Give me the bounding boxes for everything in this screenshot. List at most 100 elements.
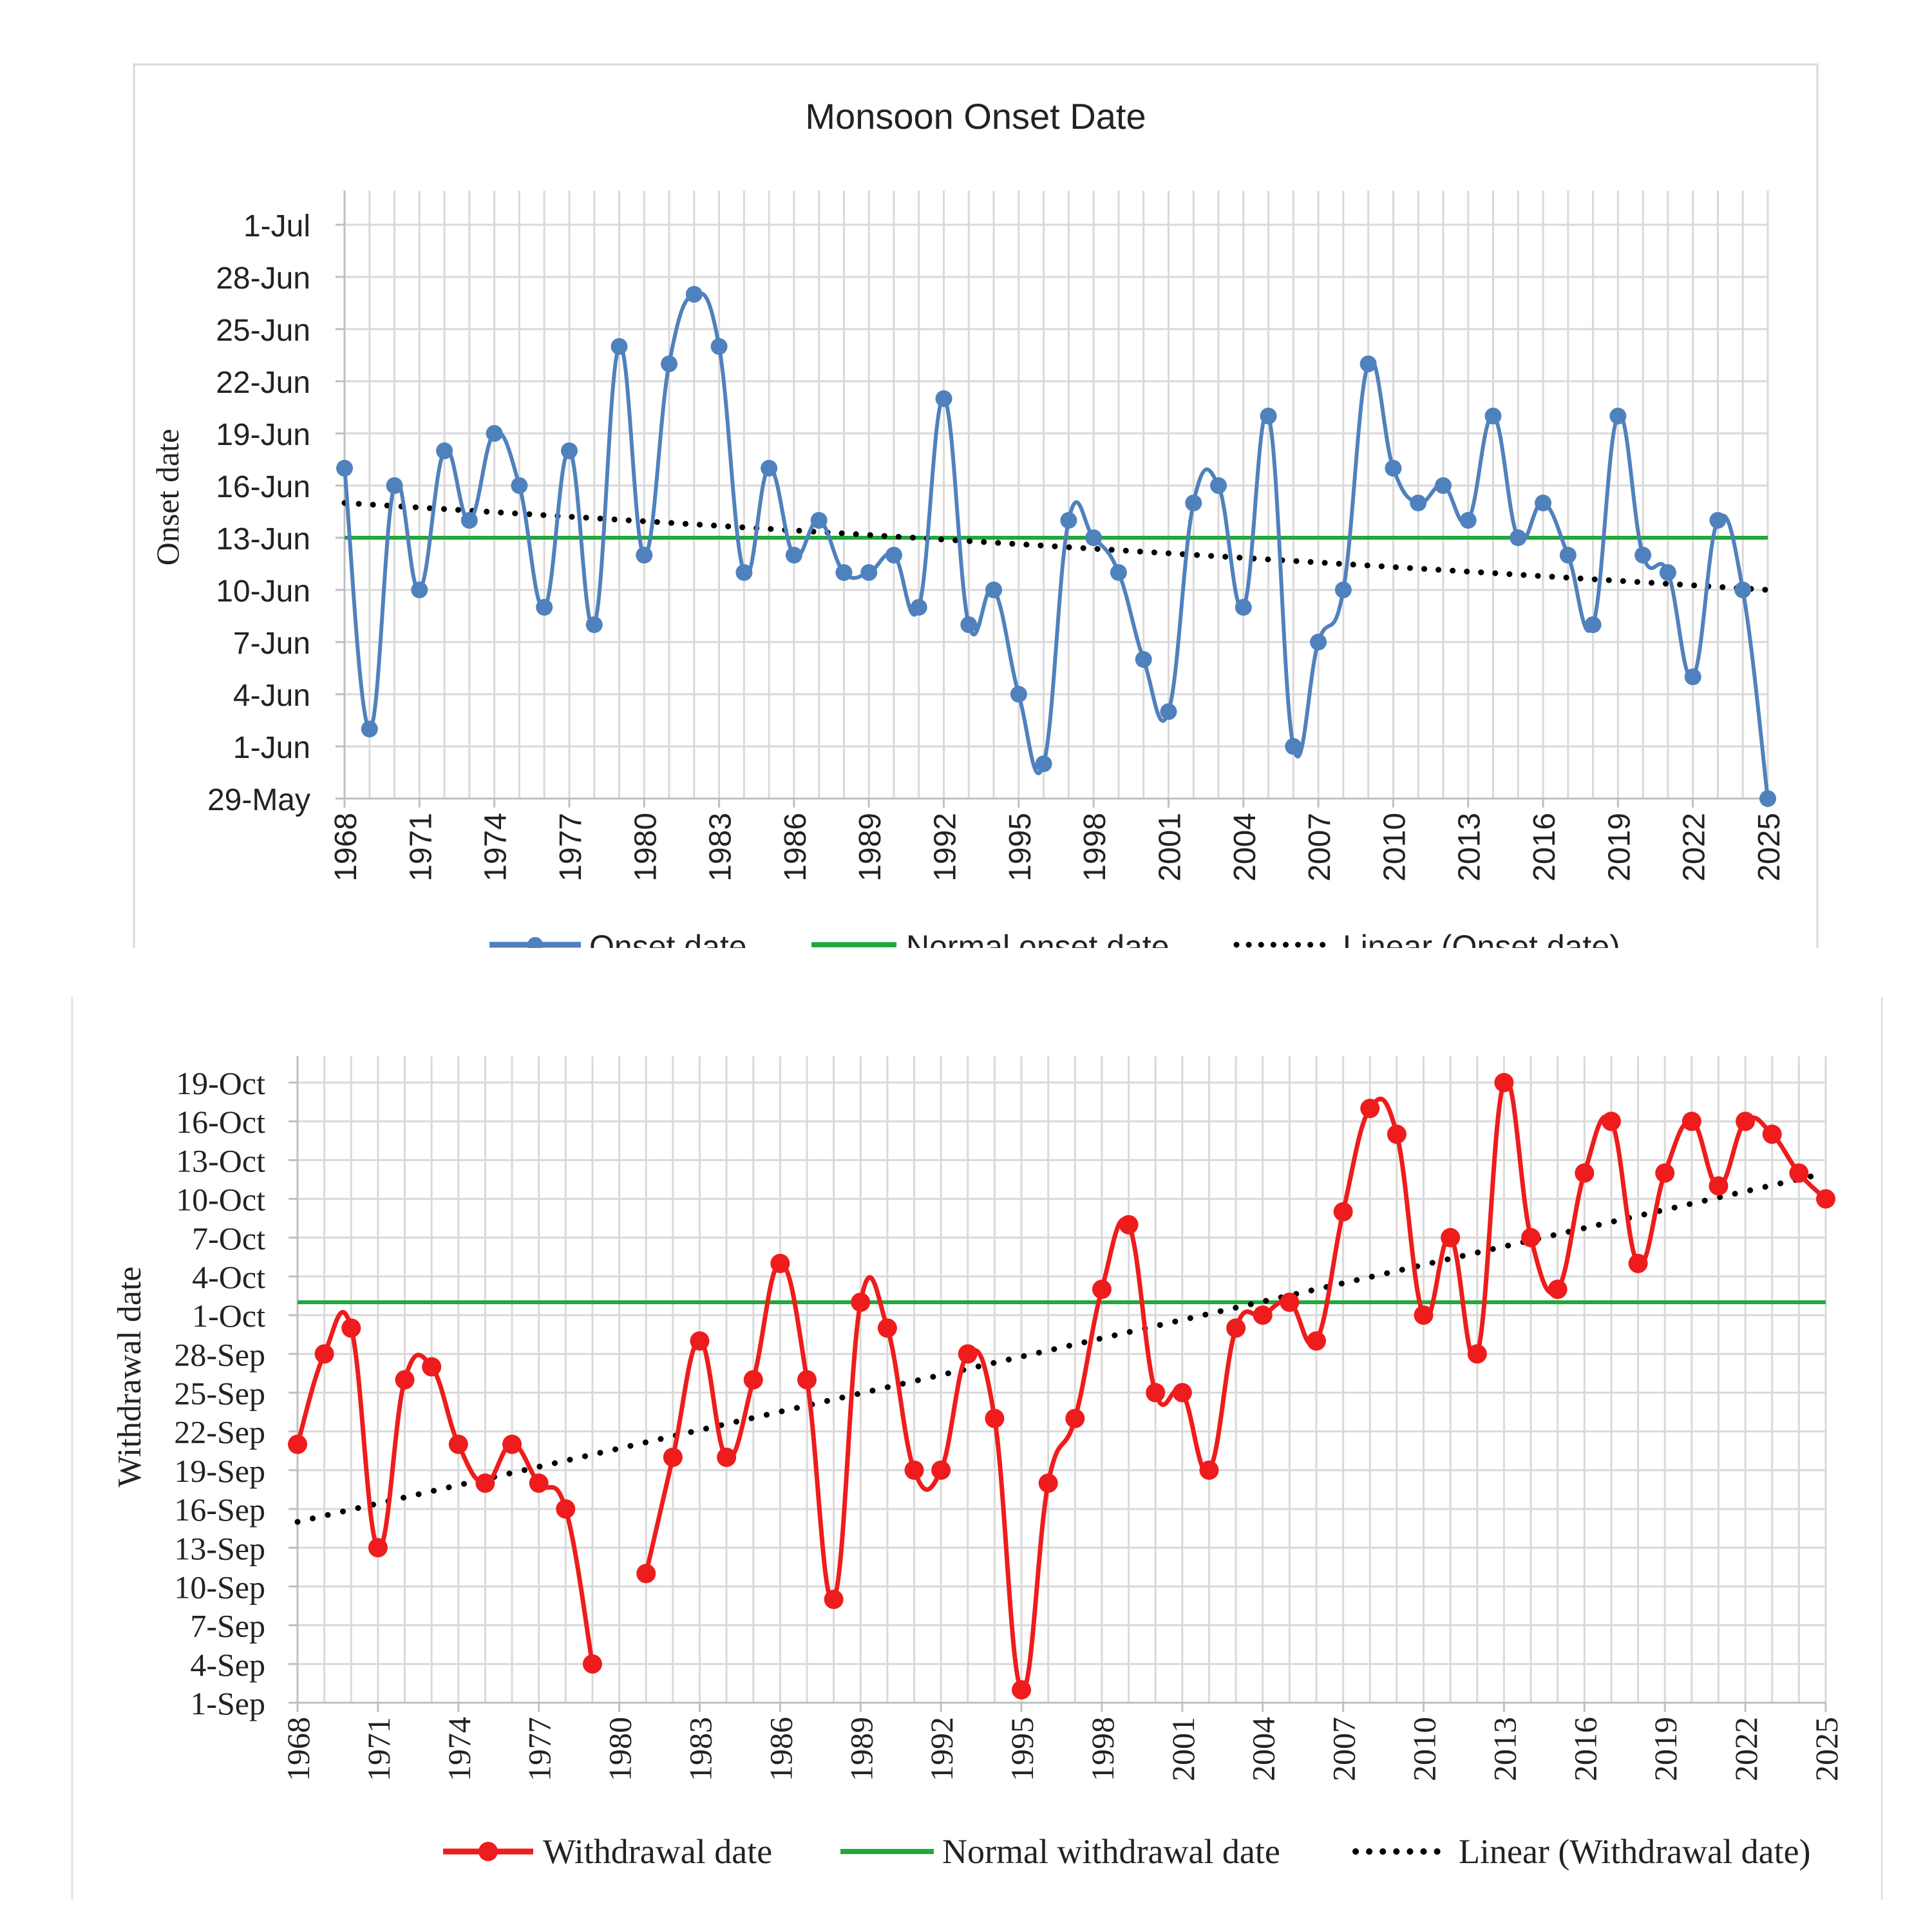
onset-chart-title: Monsoon Onset Date bbox=[805, 96, 1146, 137]
data-point bbox=[985, 1408, 1005, 1428]
data-point bbox=[824, 1589, 844, 1609]
data-point bbox=[1119, 1215, 1139, 1235]
x-tick-label: 2025 bbox=[1752, 813, 1786, 882]
data-point bbox=[1146, 1383, 1166, 1403]
data-point bbox=[810, 512, 828, 529]
data-point bbox=[556, 1499, 576, 1519]
x-tick-label: 1971 bbox=[404, 813, 438, 882]
x-tick-label: 1992 bbox=[923, 1717, 960, 1781]
x-tick-label: 2013 bbox=[1453, 813, 1487, 882]
x-tick-label: 2016 bbox=[1567, 1717, 1603, 1781]
data-point bbox=[611, 338, 628, 355]
onset-legend: Onset date Normal onset date Linear (Ons… bbox=[489, 929, 1620, 965]
data-point bbox=[475, 1473, 495, 1493]
x-tick-label: 1977 bbox=[522, 1717, 558, 1781]
data-point bbox=[1535, 495, 1552, 511]
data-point bbox=[448, 1434, 468, 1454]
data-point bbox=[785, 547, 802, 564]
data-point bbox=[511, 477, 528, 494]
data-point bbox=[1280, 1293, 1300, 1312]
x-tick-label: 2013 bbox=[1486, 1717, 1522, 1781]
legend-normal-withdrawal-label: Normal withdrawal date bbox=[942, 1832, 1280, 1871]
x-tick-label: 2007 bbox=[1303, 813, 1337, 882]
data-point bbox=[935, 390, 952, 407]
x-tick-label: 1986 bbox=[762, 1717, 799, 1781]
x-tick-label: 2004 bbox=[1228, 813, 1262, 882]
data-point bbox=[1634, 547, 1652, 564]
data-point bbox=[877, 1318, 897, 1338]
onset-trend-line bbox=[341, 500, 1771, 593]
x-tick-label: 1968 bbox=[329, 813, 363, 882]
y-tick-label: 16-Sep bbox=[174, 1492, 265, 1528]
x-tick-label: 1989 bbox=[853, 813, 887, 882]
data-point bbox=[529, 1473, 549, 1493]
data-point bbox=[1609, 408, 1627, 424]
data-point bbox=[910, 599, 927, 616]
y-tick-label: 19-Jun bbox=[216, 418, 310, 452]
data-point bbox=[582, 1654, 602, 1674]
withdrawal-series bbox=[288, 1073, 1835, 1700]
data-point bbox=[1012, 1680, 1032, 1700]
onset-axes bbox=[336, 191, 1769, 808]
data-point bbox=[1467, 1344, 1487, 1364]
x-tick-label: 1968 bbox=[280, 1717, 316, 1781]
y-tick-label: 1-Sep bbox=[190, 1685, 265, 1721]
y-tick-label: 7-Oct bbox=[192, 1220, 265, 1256]
data-point bbox=[1307, 1331, 1326, 1351]
y-tick-label: 13-Oct bbox=[176, 1142, 265, 1179]
x-tick-label: 2019 bbox=[1602, 813, 1636, 882]
data-point bbox=[1310, 634, 1327, 650]
data-point bbox=[436, 442, 453, 459]
data-point bbox=[1110, 564, 1127, 581]
y-tick-label: 4-Oct bbox=[192, 1259, 265, 1295]
data-point bbox=[395, 1370, 415, 1390]
data-point bbox=[735, 564, 753, 581]
data-point bbox=[1035, 755, 1052, 772]
data-point bbox=[1085, 529, 1103, 546]
data-point bbox=[1559, 547, 1577, 564]
data-point bbox=[636, 1564, 656, 1584]
x-tick-label: 1986 bbox=[779, 813, 813, 882]
x-tick-label: 2019 bbox=[1647, 1717, 1683, 1781]
data-point bbox=[422, 1357, 442, 1377]
y-tick-label: 4-Sep bbox=[190, 1647, 265, 1683]
y-tick-label: 13-Jun bbox=[216, 522, 310, 556]
x-tick-label: 2004 bbox=[1245, 1717, 1282, 1781]
legend-withdrawal-date-marker bbox=[478, 1842, 498, 1861]
data-point bbox=[1736, 1112, 1756, 1132]
data-point bbox=[1199, 1460, 1219, 1480]
data-point bbox=[386, 477, 403, 494]
onset-x-tick-labels: 1968 1971 1974 1977 1980 1983 1986 1989 1992 1995… bbox=[329, 813, 1786, 882]
data-point bbox=[411, 582, 428, 598]
data-point bbox=[1010, 686, 1027, 703]
x-tick-label: 2025 bbox=[1808, 1717, 1844, 1781]
data-point bbox=[761, 460, 778, 477]
x-tick-label: 1998 bbox=[1078, 813, 1112, 882]
data-point bbox=[1762, 1124, 1782, 1144]
data-point bbox=[663, 1447, 683, 1467]
y-tick-label: 1-Jun bbox=[233, 731, 310, 765]
legend-onset-date-marker bbox=[527, 937, 543, 948]
x-tick-label: 1980 bbox=[602, 1717, 638, 1781]
legend-normal-onset-label: Normal onset date bbox=[906, 929, 1170, 965]
x-tick-label: 1974 bbox=[479, 813, 513, 882]
onset-legend-crop: Onset date Normal onset date Linear (Ons… bbox=[489, 929, 1620, 965]
x-tick-label: 2022 bbox=[1728, 1717, 1764, 1781]
x-tick-label: 1980 bbox=[629, 813, 663, 882]
x-tick-label: 1998 bbox=[1084, 1717, 1121, 1781]
data-point bbox=[710, 338, 728, 355]
data-point bbox=[1601, 1112, 1621, 1132]
x-tick-label: 2001 bbox=[1153, 813, 1187, 882]
x-tick-label: 1977 bbox=[554, 813, 588, 882]
data-point bbox=[1038, 1473, 1058, 1493]
data-point bbox=[1789, 1163, 1809, 1183]
data-point bbox=[1628, 1253, 1648, 1273]
withdrawal-x-tick-labels: 1968 1971 1974 1977 1980 1983 1986 1989 1992 1995… bbox=[280, 1717, 1844, 1781]
data-point bbox=[585, 616, 603, 633]
legend-linear-onset-label: Linear (Onset date) bbox=[1343, 929, 1620, 965]
data-point bbox=[931, 1460, 951, 1480]
data-point bbox=[661, 355, 678, 372]
data-point bbox=[904, 1460, 924, 1480]
withdrawal-legend: Withdrawal date Normal withdrawal date L… bbox=[443, 1832, 1811, 1871]
data-point bbox=[1359, 355, 1377, 372]
